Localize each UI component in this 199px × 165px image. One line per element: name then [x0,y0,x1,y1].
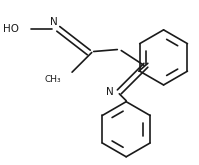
Text: N: N [51,17,58,27]
Text: HO: HO [3,24,19,34]
Text: CH₃: CH₃ [45,75,61,83]
Text: N: N [106,87,113,97]
